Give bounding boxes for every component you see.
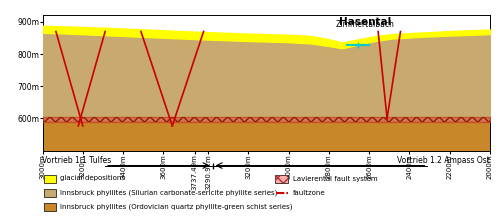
Text: glacial depositions: glacial depositions [60, 175, 126, 181]
Text: Zimmertalbach: Zimmertalbach [336, 20, 394, 29]
Text: Innsbruck phyllites (Silurian carbonate-sericite phyllite series): Innsbruck phyllites (Silurian carbonate-… [60, 189, 278, 196]
Text: Vortrieb 1.1 Tulfes: Vortrieb 1.1 Tulfes [42, 156, 112, 165]
Text: faultzone: faultzone [293, 190, 326, 196]
Bar [44, 189, 56, 197]
Text: Vortrieb 1.2 Ampass Ost: Vortrieb 1.2 Ampass Ost [397, 156, 490, 165]
Text: Hasental: Hasental [338, 17, 391, 27]
Bar [275, 175, 287, 183]
Bar [44, 204, 56, 211]
Text: Lavierental fault system: Lavierental fault system [293, 176, 378, 182]
Bar [275, 175, 287, 183]
Bar [44, 175, 56, 183]
Text: Innsbruck phyllites (Ordovician quartz phyllite-green schist series): Innsbruck phyllites (Ordovician quartz p… [60, 204, 293, 210]
